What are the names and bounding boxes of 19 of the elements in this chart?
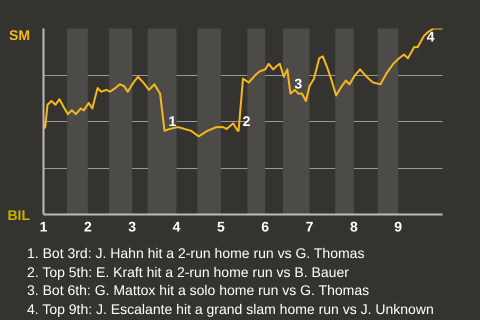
annotation: 1 [168, 112, 177, 129]
x-tick-label: 7 [306, 218, 314, 234]
annotation: 2 [242, 112, 251, 129]
x-tick-label: 9 [394, 218, 402, 234]
x-tick-label: 8 [350, 218, 358, 234]
x-tick-label: 4 [172, 218, 181, 234]
x-tick-label: 2 [84, 218, 92, 234]
text: 1. Bot 3rd: J. Hahn hit a 2-run home run vs G. Thomas [27, 245, 364, 261]
x-tick-label: 3 [128, 218, 136, 234]
annotation: 3 [294, 76, 302, 92]
x-tick-label: 6 [261, 218, 270, 234]
x-tick-label: 1 [40, 218, 48, 234]
annotation: 4 [426, 28, 435, 44]
text: BIL [7, 206, 30, 225]
text: 4. Top 9th: J. Escalante hit a grand slam home run vs J. Unknown [27, 300, 434, 316]
text: 3. Bot 6th: G. Mattox hit a solo home run vs G. Thomas [27, 282, 370, 298]
text: SM [9, 26, 30, 45]
x-tick-label: 5 [216, 218, 225, 234]
text: 2. Top 5th: E. Kraft hit a 2-run home run vs B. Bauer [27, 264, 349, 280]
